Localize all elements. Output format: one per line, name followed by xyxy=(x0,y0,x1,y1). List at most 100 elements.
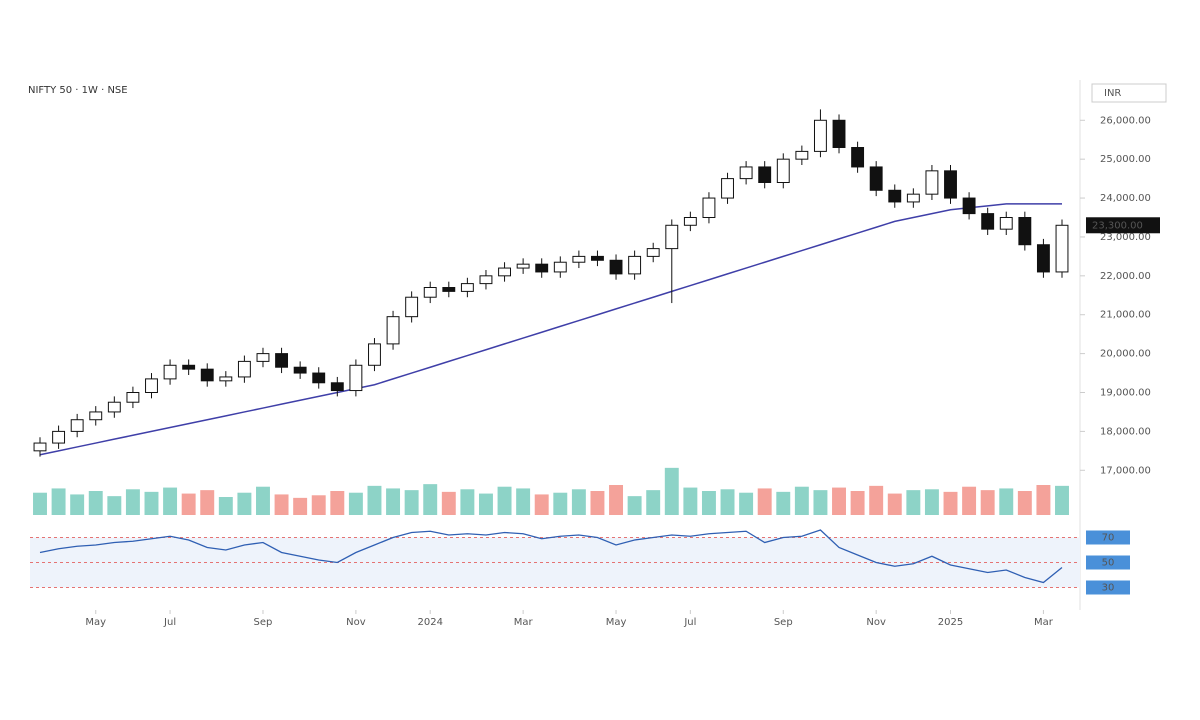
volume-bar xyxy=(107,496,122,515)
candle-body xyxy=(739,166,753,180)
x-tick-label: May xyxy=(85,617,106,628)
rsi-label-box xyxy=(1086,555,1130,570)
candle-body xyxy=(1018,217,1032,246)
volume-bar xyxy=(144,491,159,515)
candle-body xyxy=(107,401,121,413)
candle-body xyxy=(962,197,976,215)
candle-body xyxy=(906,193,920,203)
candle-body xyxy=(609,259,623,275)
candle-body xyxy=(349,364,363,392)
candle-body xyxy=(89,411,103,421)
candle-body xyxy=(368,343,381,366)
candle-body xyxy=(758,166,772,183)
currency-label: INR xyxy=(1104,88,1121,99)
volume-bar xyxy=(293,497,308,515)
volume-bar xyxy=(534,494,549,515)
volume-bar xyxy=(627,496,642,515)
x-tick-label: Sep xyxy=(254,617,273,628)
volume-bar xyxy=(311,495,326,515)
volume-bar xyxy=(980,490,995,515)
volume-bar xyxy=(869,485,884,515)
volume-bar xyxy=(850,491,865,515)
candle-body xyxy=(813,119,827,152)
candle-body xyxy=(479,275,493,285)
y-tick-label: 26,000.00 xyxy=(1100,115,1151,126)
volume-bar xyxy=(646,490,661,515)
candle-body xyxy=(293,366,307,374)
volume-bar xyxy=(739,492,754,515)
candle-body xyxy=(52,430,66,444)
volume-bar xyxy=(181,493,196,515)
candle-body xyxy=(646,248,660,257)
candle-body xyxy=(535,263,549,273)
candle-body xyxy=(944,170,957,199)
candle-body xyxy=(126,392,140,403)
candle-body xyxy=(442,287,456,292)
y-tick-label: 18,000.00 xyxy=(1100,426,1151,437)
candle-body xyxy=(683,217,697,226)
candle-body xyxy=(702,197,716,219)
y-tick-label: 23,000.00 xyxy=(1100,232,1151,243)
candle-body xyxy=(182,364,196,370)
volume-bar xyxy=(962,486,977,515)
volume-bar xyxy=(404,490,419,515)
candle-body xyxy=(423,287,437,298)
volume-bar xyxy=(200,490,215,515)
candle-body xyxy=(516,263,530,269)
candle-body xyxy=(665,224,679,250)
candle-body xyxy=(219,376,233,382)
candle-body xyxy=(33,442,47,452)
y-tick-label: 25,000.00 xyxy=(1100,154,1151,165)
volume-bar xyxy=(88,491,103,515)
volume-bar xyxy=(423,484,438,515)
candle-body xyxy=(163,364,177,380)
candle-body xyxy=(237,360,251,378)
volume-bar xyxy=(590,491,605,515)
volume-bar xyxy=(1055,485,1069,515)
x-tick-label: May xyxy=(606,617,627,628)
x-tick-label: Jul xyxy=(163,617,176,628)
candle-body xyxy=(405,296,419,318)
candle-body xyxy=(330,382,344,392)
x-tick-label: Sep xyxy=(774,617,793,628)
volume-bar xyxy=(571,489,586,515)
rsi-label-box xyxy=(1086,530,1130,545)
volume-bar xyxy=(794,486,809,515)
volume-bar xyxy=(163,487,178,515)
volume-bar xyxy=(256,486,270,515)
volume-bar xyxy=(757,488,772,515)
candle-body xyxy=(256,353,270,362)
volume-bar xyxy=(943,491,958,515)
volume-bar xyxy=(609,485,624,515)
y-tick-label: 17,000.00 xyxy=(1100,465,1151,476)
candle-body xyxy=(981,213,995,230)
candle-body xyxy=(832,119,846,148)
volume-bar xyxy=(1017,491,1032,515)
x-tick-label: Jul xyxy=(683,617,696,628)
volume-bar xyxy=(832,487,846,515)
volume-bar xyxy=(274,494,289,515)
candle-body xyxy=(145,378,158,393)
x-tick-label: Mar xyxy=(514,617,534,628)
x-tick-label: Mar xyxy=(1034,617,1054,628)
volume-bar xyxy=(701,491,716,515)
volume-bar xyxy=(237,492,252,515)
currency-box xyxy=(1091,83,1167,103)
candle-body xyxy=(553,261,567,273)
volume-bar xyxy=(1036,485,1051,515)
volume-bar xyxy=(441,491,456,515)
last-price-label: 23,300.00 xyxy=(1092,220,1143,231)
volume-bar xyxy=(720,489,735,515)
volume-bar xyxy=(478,493,493,515)
candle-body xyxy=(795,150,809,160)
x-tick-label: Nov xyxy=(866,617,886,628)
candle-body xyxy=(869,166,883,191)
x-tick-label: 2024 xyxy=(417,617,442,628)
volume-bar xyxy=(553,492,568,515)
candle-body xyxy=(386,316,400,345)
candle-body xyxy=(721,178,734,199)
volume-bar xyxy=(516,488,531,515)
y-tick-label: 21,000.00 xyxy=(1100,310,1151,321)
volume-bar xyxy=(999,488,1014,515)
